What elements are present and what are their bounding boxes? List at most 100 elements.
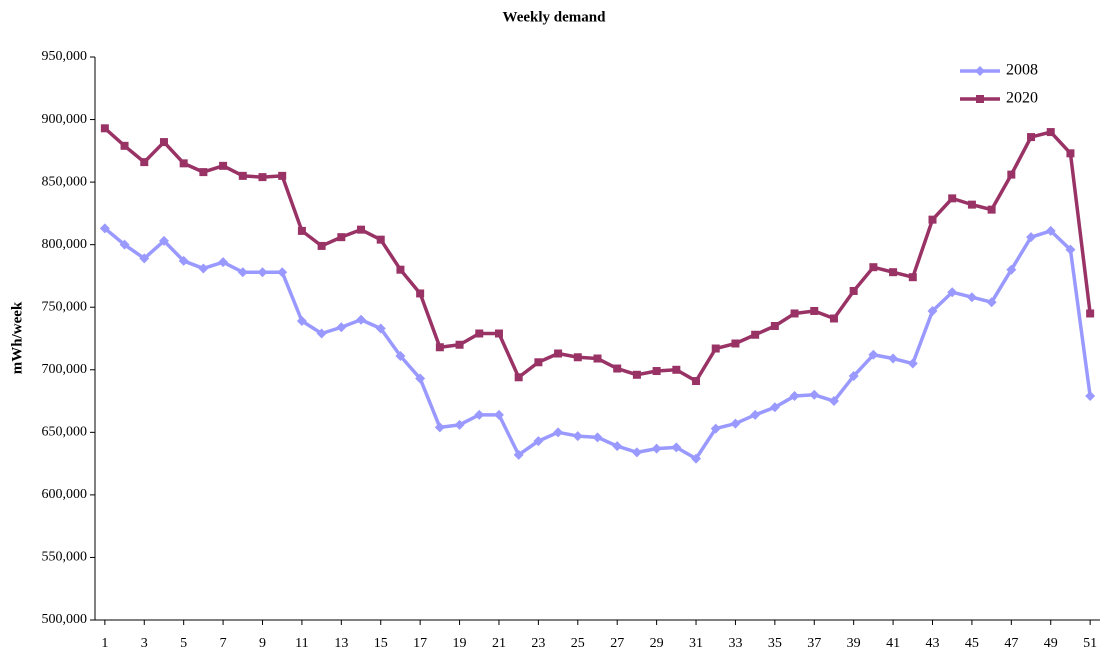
data-point xyxy=(868,349,879,360)
data-point xyxy=(257,267,268,278)
data-point xyxy=(395,351,406,362)
data-point xyxy=(652,367,661,376)
data-point xyxy=(375,323,386,334)
data-point xyxy=(396,265,405,274)
data-point xyxy=(651,443,662,454)
data-point xyxy=(454,419,465,430)
data-point xyxy=(357,225,366,234)
data-point xyxy=(849,286,858,295)
data-point xyxy=(631,447,642,458)
x-tick-label: 43 xyxy=(926,636,940,651)
y-tick-label: 950,000 xyxy=(42,49,88,64)
legend-label: 2008 xyxy=(1006,62,1038,79)
data-point xyxy=(731,339,740,348)
data-point xyxy=(692,377,701,386)
data-point xyxy=(967,200,976,209)
data-point xyxy=(1065,244,1076,255)
data-point xyxy=(238,171,247,180)
x-tick-label: 17 xyxy=(413,636,427,651)
data-point xyxy=(1045,225,1056,236)
x-tick-label: 13 xyxy=(334,636,348,651)
data-point xyxy=(1007,170,1016,179)
x-tick-label: 35 xyxy=(768,636,782,651)
y-tick-label: 800,000 xyxy=(42,237,88,252)
data-point xyxy=(120,141,129,150)
data-point xyxy=(789,391,800,402)
data-point xyxy=(592,432,603,443)
data-point xyxy=(1086,309,1095,318)
data-point xyxy=(927,305,938,316)
data-point xyxy=(573,353,582,362)
x-tick-label: 45 xyxy=(965,636,979,651)
data-point xyxy=(218,257,229,268)
data-point xyxy=(730,418,741,429)
data-point xyxy=(356,314,367,325)
data-point xyxy=(888,353,899,364)
data-point xyxy=(632,370,641,379)
data-point xyxy=(159,138,168,147)
data-point xyxy=(613,364,622,373)
x-tick-label: 21 xyxy=(492,636,506,651)
y-tick-label: 700,000 xyxy=(42,362,88,377)
x-tick-label: 29 xyxy=(650,636,664,651)
x-tick-label: 31 xyxy=(689,636,703,651)
x-tick-label: 15 xyxy=(374,636,388,651)
data-point xyxy=(1026,232,1037,243)
data-point xyxy=(337,233,346,242)
series-line xyxy=(103,127,1092,383)
data-point xyxy=(297,226,306,235)
data-point xyxy=(533,436,544,447)
data-point xyxy=(179,159,188,168)
data-point xyxy=(455,340,464,349)
x-tick-label: 19 xyxy=(453,636,467,651)
x-tick-label: 41 xyxy=(886,636,900,651)
x-tick-label: 27 xyxy=(610,636,624,651)
data-point xyxy=(494,329,503,338)
y-tick-label: 600,000 xyxy=(42,487,88,502)
data-point xyxy=(593,354,602,363)
x-tick-label: 47 xyxy=(1004,636,1018,651)
x-tick-label: 7 xyxy=(220,636,227,651)
data-point xyxy=(711,344,720,353)
legend-label: 2020 xyxy=(1006,90,1038,107)
x-tick-label: 3 xyxy=(141,636,148,651)
data-point xyxy=(237,267,248,278)
data-point xyxy=(158,235,169,246)
data-point xyxy=(908,273,917,282)
data-point xyxy=(336,322,347,333)
series-line xyxy=(103,227,1092,461)
chart-title: Weekly demand xyxy=(503,9,607,25)
data-point xyxy=(986,297,997,308)
data-point xyxy=(889,268,898,277)
data-point xyxy=(514,373,523,382)
data-point xyxy=(376,235,385,244)
data-point xyxy=(1066,149,1075,158)
data-point xyxy=(572,431,583,442)
data-point xyxy=(829,314,838,323)
data-point xyxy=(198,263,209,274)
x-tick-label: 9 xyxy=(259,636,266,651)
data-point xyxy=(1006,264,1017,275)
y-tick-label: 500,000 xyxy=(42,612,88,627)
data-point xyxy=(750,409,761,420)
data-point xyxy=(219,161,228,170)
x-tick-label: 23 xyxy=(531,636,545,651)
data-point xyxy=(278,171,287,180)
data-point xyxy=(928,215,937,224)
data-point xyxy=(119,239,130,250)
data-point xyxy=(493,409,504,420)
y-tick-label: 650,000 xyxy=(42,425,88,440)
legend-marker xyxy=(975,66,985,76)
data-point xyxy=(434,422,445,433)
x-tick-label: 39 xyxy=(847,636,861,651)
data-point xyxy=(691,453,702,464)
data-point xyxy=(139,253,150,264)
y-tick-label: 550,000 xyxy=(42,550,88,565)
data-point xyxy=(1046,128,1055,137)
x-tick-label: 51 xyxy=(1083,636,1097,651)
x-tick-label: 33 xyxy=(728,636,742,651)
data-point xyxy=(100,124,109,133)
data-point xyxy=(710,423,721,434)
data-point xyxy=(612,441,623,452)
